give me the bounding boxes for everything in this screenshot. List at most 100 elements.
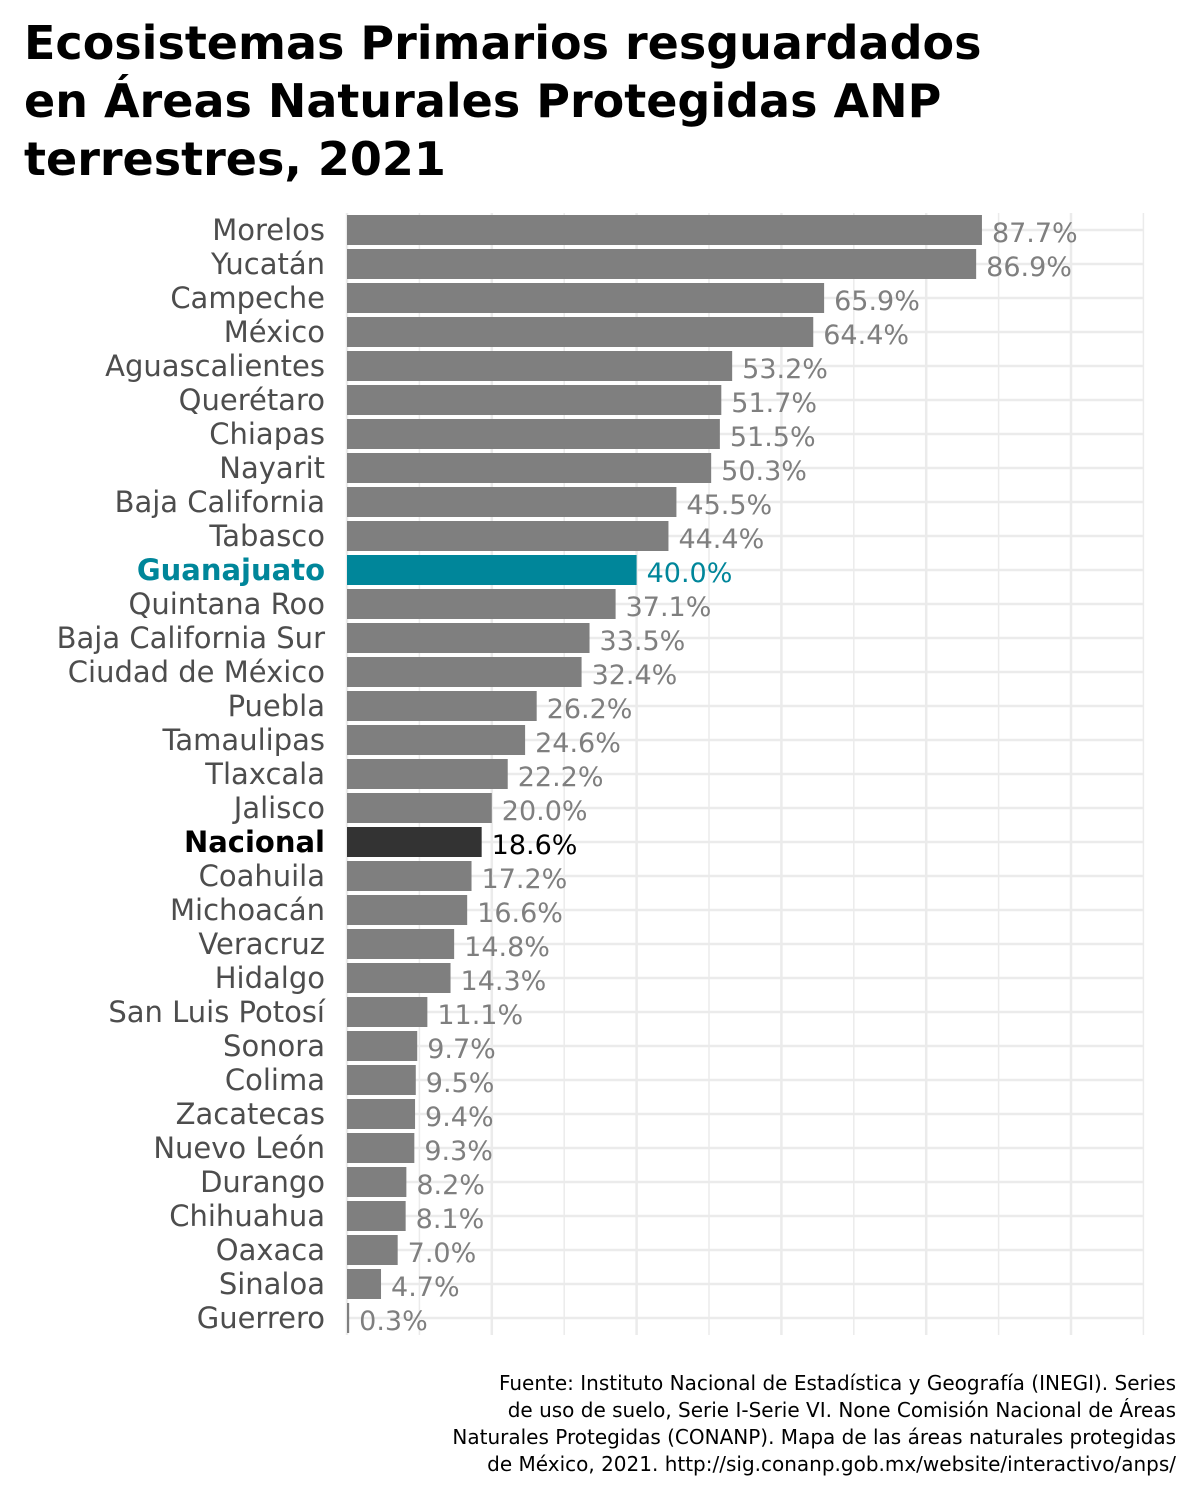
bar-puebla [347,691,537,721]
value-label: 87.7% [992,218,1078,249]
category-label: Veracruz [198,927,325,961]
bar-yucatán [347,249,977,279]
bar-colima [347,1065,416,1095]
category-label: Guerrero [197,1301,325,1335]
value-label: 53.2% [742,354,828,385]
bar-durango [347,1167,407,1197]
value-label: 9.5% [426,1068,495,1099]
value-label: 9.7% [427,1034,496,1065]
value-label: 51.5% [730,422,816,453]
title-line-3: terrestres, 2021 [24,132,446,186]
category-label: Sonora [223,1029,325,1063]
category-label: Guanajuato [137,553,325,587]
category-label: Michoacán [170,893,325,927]
category-label: Chihuahua [169,1199,325,1233]
category-label: Coahuila [199,859,325,893]
bar-veracruz [347,929,455,959]
category-label: Tabasco [208,519,325,553]
bar-chiapas [347,419,720,449]
category-label: Nayarit [219,451,325,485]
source-caption: Fuente: Instituto Nacional de Estadístic… [276,1370,1176,1478]
chart-title: Ecosistemas Primarios resguardados en Ár… [24,14,1174,188]
category-label: Sinaloa [219,1267,325,1301]
category-label: Baja California [115,485,325,519]
category-label: Aguascalientes [105,349,325,383]
bar-ciudad-de-méxico [347,657,582,687]
value-label: 44.4% [678,524,764,555]
value-label: 40.0% [647,558,733,589]
value-label: 18.6% [492,830,578,861]
bar-campeche [347,283,825,313]
category-label: Tlaxcala [204,757,325,791]
value-label: 7.0% [408,1238,477,1269]
bar-querétaro [347,385,722,415]
category-label: Morelos [212,213,325,247]
value-label: 37.1% [626,592,712,623]
value-label: 14.3% [461,966,547,997]
bar-tamaulipas [347,725,526,755]
value-label: 0.3% [359,1306,428,1337]
caption-line-1: Fuente: Instituto Nacional de Estadístic… [498,1371,1176,1395]
bar-oaxaca [347,1235,398,1265]
bar-michoacán [347,895,468,925]
bar-morelos [347,215,982,245]
category-label: Quintana Roo [129,587,326,621]
bar-méxico [347,317,814,347]
bar-tabasco [347,521,669,551]
category-label: Ciudad de México [68,655,325,689]
category-label: Puebla [228,689,325,723]
value-label: 4.7% [391,1272,460,1303]
bar-nuevo-león [347,1133,415,1163]
bar-sinaloa [347,1269,382,1299]
value-label: 11.1% [437,1000,523,1031]
category-label: San Luis Potosí [108,995,326,1029]
bar-nayarit [347,453,712,483]
bar-tlaxcala [347,759,508,789]
bar-nacional [347,827,482,857]
category-label: Nacional [184,825,325,859]
value-label: 50.3% [721,456,807,487]
value-label: 26.2% [547,694,633,725]
category-label: Tamaulipas [162,723,326,757]
bar-hidalgo [347,963,451,993]
value-label: 17.2% [482,864,568,895]
category-label: Campeche [170,281,325,315]
bar-baja-california [347,487,677,517]
category-label: México [224,315,325,349]
category-label: Nuevo León [153,1131,325,1165]
category-label: Durango [200,1165,325,1199]
value-label: 33.5% [600,626,686,657]
value-label: 65.9% [834,286,920,317]
bar-quintana-roo [347,589,616,619]
category-label: Baja California Sur [57,621,325,655]
caption-line-3: Naturales Protegidas (CONANP). Mapa de l… [452,1425,1176,1449]
category-label: Oaxaca [216,1233,325,1267]
bar-guerrero [347,1303,350,1333]
value-label: 24.6% [535,728,621,759]
bar-aguascalientes [347,351,733,381]
category-label: Zacatecas [176,1097,325,1131]
category-label: Yucatán [210,247,325,281]
bar-zacatecas [347,1099,416,1129]
value-label: 32.4% [592,660,678,691]
bar-sonora [347,1031,418,1061]
value-label: 9.3% [424,1136,493,1167]
title-line-2: en Áreas Naturales Protegidas ANP [24,74,942,128]
value-label: 8.2% [416,1170,485,1201]
category-label: Jalisco [232,791,325,825]
title-line-1: Ecosistemas Primarios resguardados [24,16,982,70]
value-label: 8.1% [416,1204,485,1235]
value-label: 14.8% [464,932,550,963]
caption-line-4: de México, 2021. http://sig.conanp.gob.m… [487,1452,1176,1476]
value-label: 86.9% [986,252,1072,283]
value-label: 51.7% [731,388,817,419]
bar-coahuila [347,861,472,891]
bar-baja-california-sur [347,623,590,653]
value-label: 16.6% [477,898,563,929]
category-label: Hidalgo [215,961,325,995]
bar-chihuahua [347,1201,406,1231]
value-label: 45.5% [686,490,772,521]
value-label: 9.4% [425,1102,494,1133]
bar-chart: Morelos 87.7% Yucatán 86.9% Campeche 65.9% Méx… [57,213,1145,1337]
category-label: Querétaro [179,383,325,417]
